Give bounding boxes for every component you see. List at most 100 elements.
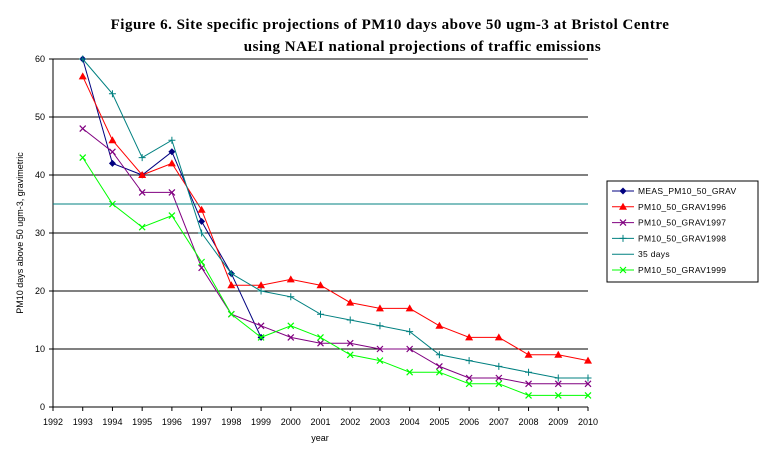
series-layer	[53, 55, 592, 399]
data-point-5-2008	[525, 391, 532, 399]
legend: MEAS_PM10_50_GRAV PM10_50_GRAV1996 PM10_50…	[606, 180, 759, 283]
data-point-5-1997	[198, 258, 206, 266]
data-point-3-2005	[435, 351, 443, 359]
y-tick-label-10: 10	[35, 344, 45, 354]
legend-entry-3: PM10_50_GRAV1998	[612, 233, 726, 243]
axes	[49, 58, 589, 411]
data-point-1-2008	[524, 350, 533, 358]
legend-entry-0: MEAS_PM10_50_GRAV	[612, 186, 737, 196]
data-point-2-2001	[317, 339, 324, 347]
chart-title-line-2: using NAEI national projections of traff…	[243, 39, 602, 55]
x-tick-label-2008: 2008	[519, 417, 539, 427]
series-line-3	[82, 58, 588, 379]
data-point-2-2000	[287, 333, 295, 341]
y-tick-label-30: 30	[35, 228, 45, 238]
data-point-5-2007	[495, 380, 503, 388]
data-point-3-2006	[465, 357, 473, 365]
data-point-0-1997	[198, 217, 206, 225]
chart-title-line-1: Figure 6. Site specific projections of P…	[110, 17, 670, 33]
data-point-1-2002	[346, 298, 355, 306]
data-point-2-2006	[465, 374, 473, 382]
legend-label-5: PM10_50_GRAV1999	[638, 265, 726, 275]
data-point-3-1996	[168, 136, 176, 144]
tick-labels: 0 10 20 30 40 50 60 1992 1993 1994 1995 1996 1997 199…	[35, 54, 598, 427]
series-1	[78, 72, 592, 364]
legend-label-2: PM10_50_GRAV1997	[638, 218, 726, 228]
data-point-3-2010	[584, 374, 592, 382]
data-point-5-1995	[138, 223, 146, 231]
data-point-1-2009	[554, 350, 563, 358]
x-tick-label-2004: 2004	[400, 417, 420, 427]
data-point-5-2001	[317, 333, 324, 341]
x-tick-label-1995: 1995	[132, 417, 152, 427]
legend-box	[606, 180, 759, 283]
x-tick-label-1999: 1999	[251, 417, 271, 427]
data-point-1-2005	[435, 321, 444, 329]
x-tick-label-2001: 2001	[310, 417, 330, 427]
x-tick-label-2002: 2002	[340, 417, 360, 427]
data-point-3-2007	[495, 362, 503, 370]
x-tick-label-1997: 1997	[192, 417, 212, 427]
series-5	[79, 154, 592, 399]
y-tick-label-0: 0	[40, 402, 45, 412]
y-tick-label-50: 50	[35, 112, 45, 122]
x-tick-label-1996: 1996	[162, 417, 182, 427]
data-point-2-2004	[406, 345, 414, 353]
data-point-5-2006	[465, 380, 473, 388]
data-point-5-2003	[376, 357, 384, 365]
data-point-1-2007	[494, 333, 503, 341]
data-point-1-1995	[138, 171, 147, 178]
data-point-3-2009	[554, 374, 562, 382]
data-point-1-2000	[286, 275, 295, 283]
data-point-1-2010	[584, 356, 592, 364]
data-point-1-1999	[257, 281, 266, 289]
x-tick-label-2006: 2006	[459, 417, 479, 427]
data-point-5-2010	[584, 391, 592, 399]
legend-swatch-marker-2	[619, 219, 627, 227]
legend-swatch-marker-1	[619, 202, 627, 210]
data-point-1-1998	[227, 281, 236, 289]
legend-entry-2: PM10_50_GRAV1997	[612, 218, 726, 228]
legend-label-1: PM10_50_GRAV1996	[638, 202, 726, 212]
y-tick-label-20: 20	[35, 286, 45, 296]
chart-title: Figure 6. Site specific projections of P…	[0, 14, 760, 58]
data-point-5-2004	[406, 368, 414, 376]
data-point-3-1994	[108, 90, 116, 98]
legend-entry-1: PM10_50_GRAV1996	[612, 202, 726, 212]
data-point-1-2006	[465, 333, 474, 341]
x-tick-label-2010: 2010	[578, 417, 598, 427]
data-point-2-2002	[346, 339, 354, 347]
data-point-1-1994	[108, 136, 117, 144]
data-point-2-1995	[138, 188, 146, 196]
data-point-3-1998	[227, 270, 235, 278]
data-point-5-2009	[554, 391, 562, 399]
legend-swatch-marker-3	[619, 234, 627, 242]
data-point-2-2008	[525, 380, 532, 388]
data-point-1-1997	[197, 205, 206, 213]
series-line-2	[82, 128, 588, 385]
data-point-3-2004	[406, 328, 414, 336]
data-point-2-1996	[168, 188, 176, 196]
data-point-5-1993	[79, 154, 87, 162]
x-tick-label-2009: 2009	[548, 417, 568, 427]
data-point-2-1993	[79, 125, 87, 133]
data-point-0-1996	[168, 148, 176, 156]
data-point-3-1993	[79, 55, 87, 63]
data-point-1-2004	[405, 304, 414, 312]
x-axis-label: year	[311, 433, 329, 443]
data-point-5-2000	[287, 322, 295, 330]
x-tick-label-2000: 2000	[281, 417, 301, 427]
x-tick-label-2005: 2005	[429, 417, 449, 427]
series-0	[79, 55, 265, 341]
data-point-2-2003	[376, 345, 384, 353]
x-tick-label-2003: 2003	[370, 417, 390, 427]
data-point-5-2002	[346, 351, 354, 359]
legend-label-4: 35 days	[638, 249, 670, 259]
x-tick-label-1998: 1998	[221, 417, 241, 427]
series-2	[79, 125, 592, 388]
data-point-1-1993	[78, 72, 87, 80]
legend-label-0: MEAS_PM10_50_GRAV	[638, 186, 737, 196]
data-point-3-2002	[346, 316, 354, 324]
data-point-2-2010	[584, 380, 592, 388]
